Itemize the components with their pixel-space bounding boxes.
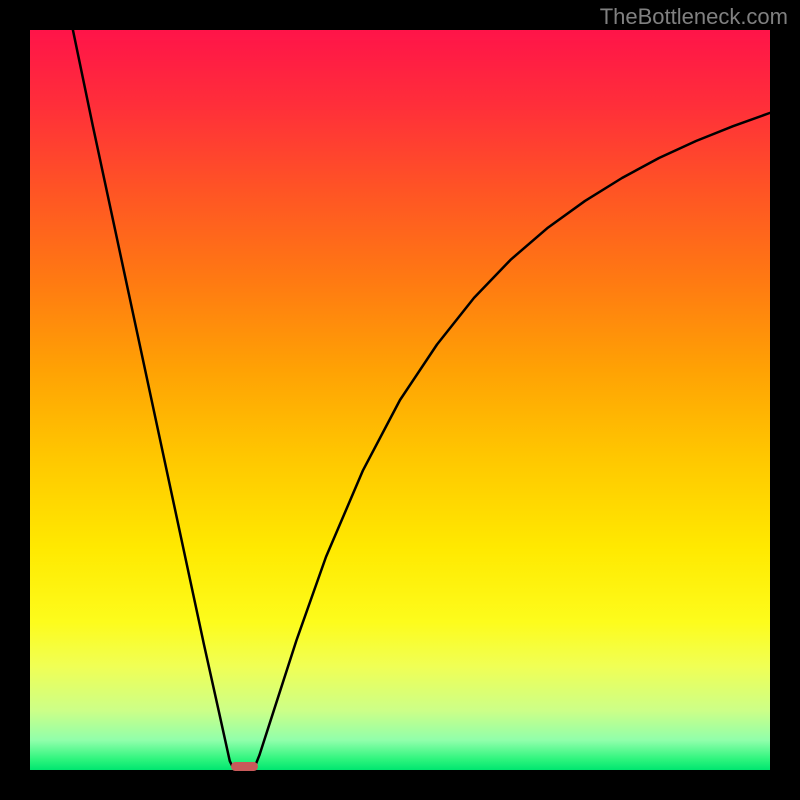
bottleneck-marker xyxy=(231,762,258,771)
plot-area xyxy=(30,30,770,770)
chart-line-right xyxy=(253,113,770,770)
curve-overlay xyxy=(30,30,770,770)
watermark-text: TheBottleneck.com xyxy=(600,4,788,30)
chart-line-left xyxy=(73,30,234,770)
